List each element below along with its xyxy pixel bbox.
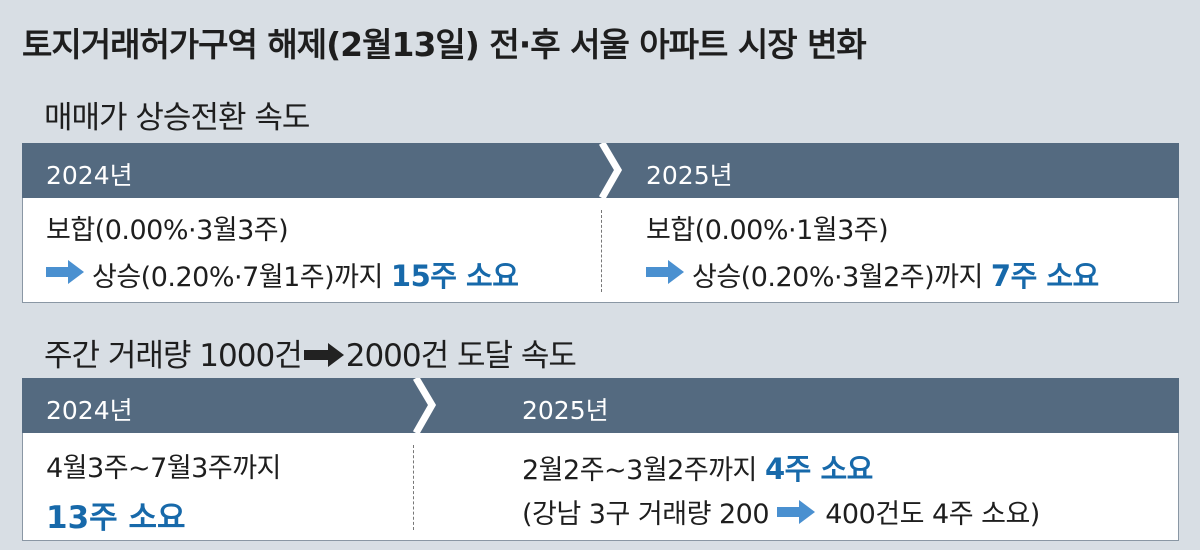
highlight: 7주 소요	[990, 259, 1099, 293]
arrow-icon	[646, 260, 684, 284]
text: 2000건 도달 속도	[345, 338, 577, 374]
arrow-icon	[46, 260, 84, 284]
arrow-icon	[777, 500, 816, 524]
section-heading: 매매가 상승전환 속도	[44, 100, 310, 136]
arrow-icon	[303, 343, 344, 367]
year-label: 2024년	[46, 396, 133, 425]
title: 토지거래허가구역 해제(2월13일) 전·후 서울 아파트 시장 변화	[22, 25, 867, 64]
text: (강남 3구 거래량 200	[522, 499, 770, 530]
section-heading: 주간 거래량 1000건 2000건 도달 속도	[44, 330, 577, 375]
content-box	[22, 433, 1179, 541]
header-bar	[22, 378, 1179, 433]
highlight: 15주 소요	[390, 259, 519, 293]
text-line: 보합(0.00%·3월3주)	[46, 215, 289, 246]
year-label: 2025년	[646, 161, 733, 190]
text-line: 보합(0.00%·1월3주)	[646, 215, 889, 246]
content-box	[22, 198, 1179, 303]
text: 주간 거래량 1000건	[44, 338, 303, 374]
text-line: 2월2주~3월2주까지 4주 소요	[522, 446, 873, 488]
chevron	[412, 378, 437, 433]
text: 400건도 4주 소요)	[825, 499, 1040, 530]
text: 상승(0.20%·7월1주)까지	[92, 262, 383, 293]
text: 상승(0.20%·3월2주)까지	[692, 262, 983, 293]
header-bar	[22, 143, 1179, 198]
divider	[413, 445, 414, 530]
text-line: (강남 3구 거래량 200 400건도 4주 소요)	[522, 492, 1040, 531]
divider	[601, 210, 602, 292]
highlight: 13주 소요	[46, 500, 186, 536]
text-line: 상승(0.20%·7월1주)까지 15주 소요	[92, 253, 519, 295]
year-label: 2025년	[522, 396, 609, 425]
text-line: 상승(0.20%·3월2주)까지 7주 소요	[692, 253, 1099, 295]
year-label: 2024년	[46, 161, 133, 190]
chevron	[598, 143, 623, 198]
text-line: 4월3주~7월3주까지	[46, 453, 281, 484]
text: 2월2주~3월2주까지	[522, 455, 757, 486]
highlight: 4주 소요	[764, 452, 873, 486]
